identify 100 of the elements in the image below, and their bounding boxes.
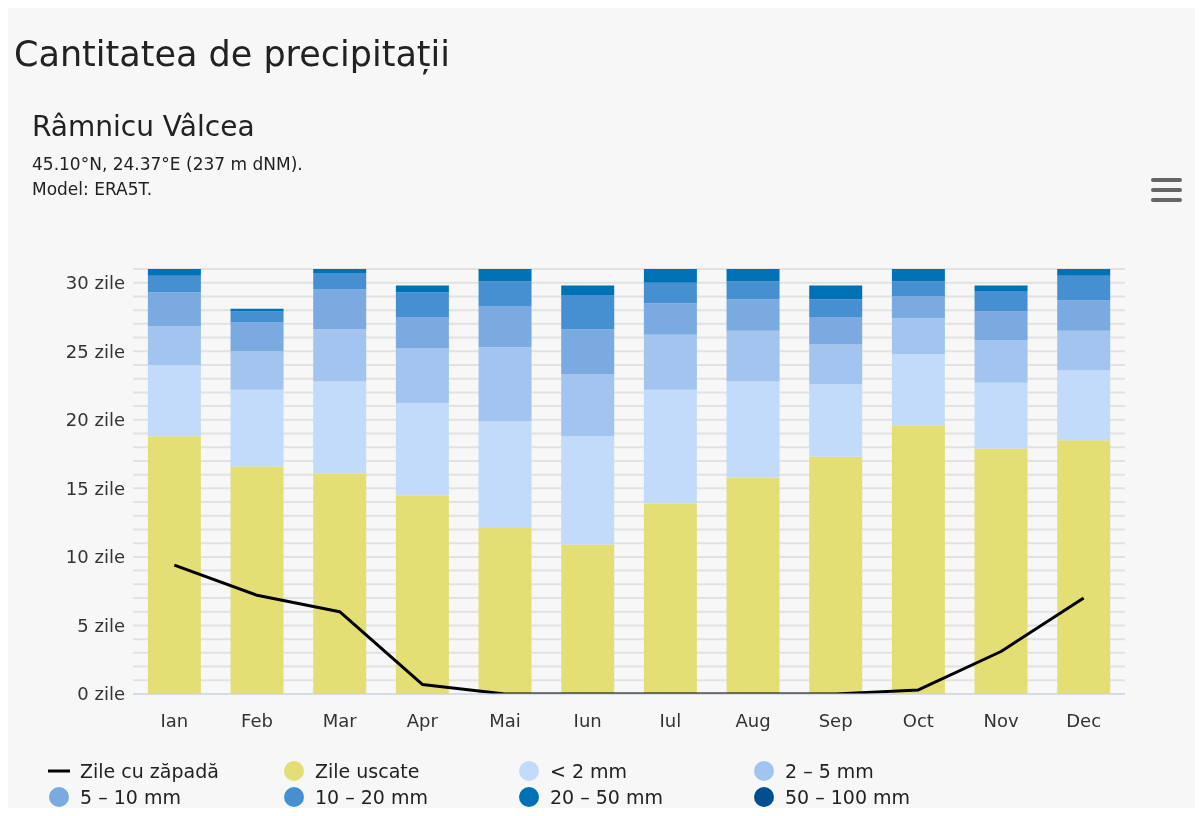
- legend-label: 50 – 100 mm: [785, 786, 911, 808]
- x-tick-label: Mar: [322, 709, 358, 731]
- bar: [313, 473, 367, 694]
- bar: [891, 318, 945, 354]
- bar: [478, 347, 532, 422]
- bar: [478, 269, 532, 282]
- bar: [395, 292, 449, 317]
- bar: [147, 436, 201, 694]
- bar: [313, 329, 367, 382]
- bar: [230, 311, 284, 323]
- bar: [974, 340, 1028, 383]
- bar: [726, 299, 780, 331]
- bar: [313, 269, 367, 274]
- bar: [643, 334, 697, 390]
- bar: [809, 285, 863, 300]
- bar: [230, 308, 284, 312]
- bar: [478, 421, 532, 529]
- bar: [395, 403, 449, 496]
- bar: [230, 466, 284, 694]
- y-tick-label: 10 zile: [65, 546, 125, 568]
- x-tick-label: Ian: [160, 709, 189, 731]
- x-tick-label: Mai: [489, 709, 521, 731]
- x-tick-label: Sep: [818, 709, 853, 731]
- bar: [147, 364, 201, 437]
- text: Model: ERA5T.: [32, 178, 154, 201]
- bar: [313, 381, 367, 474]
- legend-label: 20 – 50 mm: [550, 786, 663, 808]
- bar: [1057, 370, 1111, 441]
- bar: [809, 384, 863, 457]
- bar: [974, 290, 1028, 312]
- bar: [726, 330, 780, 382]
- bar: [891, 354, 945, 426]
- bar: [147, 269, 201, 276]
- bar: [974, 382, 1028, 449]
- bar: [891, 296, 945, 319]
- x-tick-label: Apr: [406, 709, 439, 731]
- y-tick-label: 20 zile: [65, 409, 125, 431]
- legend-label: 5 – 10 mm: [80, 786, 181, 808]
- bar: [478, 528, 532, 694]
- bar: [643, 269, 697, 283]
- chart-title: Cantitatea de precipitații: [14, 34, 451, 74]
- x-tick-label: Aug: [735, 709, 771, 731]
- bar: [313, 273, 367, 290]
- bar: [643, 503, 697, 694]
- bar: [809, 299, 863, 317]
- bar: [726, 269, 780, 282]
- y-tick-label: 15 zile: [65, 477, 125, 499]
- legend-label: 10 – 20 mm: [315, 786, 428, 808]
- bar: [891, 269, 945, 282]
- bar: [1057, 440, 1111, 694]
- y-tick-label: 30 zile: [65, 272, 125, 294]
- bar: [395, 495, 449, 694]
- bar: [147, 326, 201, 365]
- bar: [891, 281, 945, 297]
- bar: [147, 275, 201, 293]
- bar: [478, 281, 532, 307]
- y-tick-label: 0 zile: [77, 683, 125, 705]
- bar: [1057, 269, 1111, 276]
- bar: [974, 311, 1028, 341]
- bar: [561, 544, 615, 694]
- x-tick-label: Feb: [241, 709, 273, 731]
- bar: [561, 329, 615, 375]
- bar: [891, 425, 945, 694]
- bar: [561, 295, 615, 330]
- bar: [643, 282, 697, 304]
- legend-label: Zile cu zăpadă: [80, 760, 219, 782]
- bar: [561, 285, 615, 296]
- x-tick-label: Oct: [902, 709, 934, 731]
- bar: [561, 374, 615, 437]
- bar: [395, 285, 449, 293]
- bar: [726, 477, 780, 694]
- bar: [643, 389, 697, 504]
- legend-label: Zile uscate: [315, 760, 420, 782]
- y-tick-label: 25 zile: [65, 340, 125, 362]
- chart-subtitle: Râmnicu Vâlcea: [32, 110, 255, 143]
- bar: [230, 322, 284, 352]
- x-tick-label: Nov: [983, 709, 1019, 731]
- bar: [478, 306, 532, 348]
- bar: [313, 289, 367, 330]
- bar: [974, 448, 1028, 694]
- bar: [974, 285, 1028, 291]
- x-tick-label: Iun: [573, 709, 602, 731]
- text: 45.10°N, 24.37°E (237 m dNM).: [32, 153, 303, 176]
- bar: [395, 316, 449, 349]
- legend-label: 2 – 5 mm: [785, 760, 874, 782]
- bar: [809, 344, 863, 385]
- bar: [726, 281, 780, 300]
- bar: [230, 351, 284, 390]
- bar: [726, 381, 780, 478]
- bar: [147, 292, 201, 327]
- x-tick-label: Iul: [659, 709, 682, 731]
- bar: [561, 436, 615, 545]
- legend-label: < 2 mm: [550, 760, 628, 782]
- bar: [643, 303, 697, 335]
- bar: [1057, 300, 1111, 331]
- y-tick-label: 5 zile: [77, 614, 125, 636]
- bar: [809, 316, 863, 345]
- bar: [809, 456, 863, 694]
- bar: [1057, 330, 1111, 371]
- bar: [1057, 275, 1111, 301]
